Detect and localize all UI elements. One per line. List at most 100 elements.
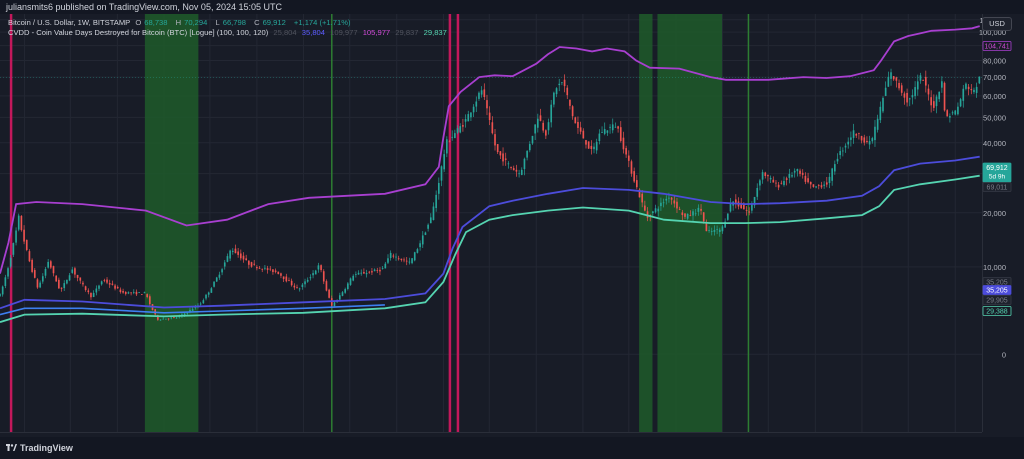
price-badge-box <box>982 306 1012 316</box>
indicator-value-3: 109,977 <box>330 28 358 37</box>
candle-body <box>855 133 858 136</box>
candle-body <box>483 89 486 98</box>
candle-body <box>387 258 389 263</box>
candle-body <box>753 197 756 206</box>
candle-body <box>630 161 633 174</box>
candle-body <box>724 221 726 228</box>
price-badge-label: 29,388 <box>986 309 1008 316</box>
indicator-value-5: 29,837 <box>395 28 419 37</box>
candle-body <box>654 208 657 213</box>
candle-body <box>33 270 36 278</box>
candle-body <box>317 265 320 270</box>
candle-body <box>625 148 627 155</box>
green-band-2 <box>639 14 653 432</box>
candle-body <box>919 75 922 81</box>
candle-body <box>277 271 280 275</box>
candle-body <box>333 302 336 307</box>
candle-body <box>601 132 603 133</box>
candle-body <box>836 158 839 162</box>
chart-frame: 010,00020,00030,00040,00050,00060,00070,… <box>0 14 1024 459</box>
candle-body <box>114 285 116 289</box>
candle-body <box>269 268 272 270</box>
candle-body <box>338 295 341 300</box>
candle-body <box>780 182 783 184</box>
candle-body <box>226 256 229 262</box>
candle-body <box>759 180 761 186</box>
candle-body <box>702 212 705 222</box>
candle-body <box>301 284 304 287</box>
candle-body <box>231 250 234 252</box>
candle-body <box>371 271 373 273</box>
candle-body <box>670 197 673 200</box>
candle-body <box>347 283 349 289</box>
candle-body <box>124 292 127 294</box>
candle-body <box>943 82 946 111</box>
y-tick-label: 40,000 <box>983 139 1006 148</box>
candle-body <box>954 110 957 115</box>
candle-body <box>84 286 87 291</box>
candle-body <box>381 268 384 270</box>
y-tick-label: 0 <box>1002 350 1006 359</box>
candle-body <box>186 312 189 314</box>
candle-body <box>892 76 895 80</box>
candle-body <box>239 253 242 259</box>
candle-body <box>627 155 630 161</box>
candle-body <box>887 76 890 87</box>
candle-body <box>108 283 111 285</box>
candle-body <box>272 269 274 273</box>
price-chart[interactable]: 010,00020,00030,00040,00050,00060,00070,… <box>0 14 1024 459</box>
candle-body <box>9 257 12 267</box>
candle-body <box>360 272 363 274</box>
currency-button[interactable]: USD <box>982 17 1012 31</box>
candle-body <box>119 289 122 293</box>
candle-body <box>341 292 344 296</box>
candle-body <box>804 175 807 182</box>
candle-body <box>689 215 692 217</box>
candle-body <box>665 198 668 201</box>
candle-body <box>619 127 622 141</box>
candle-body <box>413 252 416 261</box>
candle-body <box>116 286 119 289</box>
candle-body <box>189 309 191 312</box>
candle-body <box>785 178 788 180</box>
candle-body <box>965 83 967 89</box>
price-badge-label: 104,741 <box>984 44 1009 51</box>
candle-body <box>796 169 799 172</box>
candle-body <box>874 126 876 141</box>
candle-body <box>98 285 100 289</box>
open-label: O <box>135 18 142 27</box>
candle-body <box>777 184 780 188</box>
candle-body <box>397 258 400 260</box>
candle-body <box>486 100 488 109</box>
y-tick-label: 100,000 <box>979 28 1006 37</box>
candle-body <box>149 296 151 305</box>
candle-body <box>617 126 619 129</box>
candle-body <box>159 319 162 321</box>
candle-body <box>668 197 670 199</box>
symbol-legend: Bitcoin / U.S. Dollar, 1W, BITSTAMP O 68,… <box>8 18 354 28</box>
candle-body <box>657 208 660 212</box>
close-value: 69,912 <box>262 18 286 27</box>
candle-body <box>852 130 855 138</box>
candle-body <box>644 205 646 211</box>
candle-body <box>815 186 817 188</box>
candle-body <box>652 211 654 213</box>
y-tick-label: 20,000 <box>983 209 1006 218</box>
candle-body <box>250 262 253 267</box>
candle-body <box>79 277 82 281</box>
candle-body <box>807 178 809 183</box>
candle-body <box>729 202 732 212</box>
candle-body <box>547 122 550 131</box>
candle-body <box>1 286 4 295</box>
candle-body <box>978 76 981 84</box>
indicator-name: CVDD - Coin Value Days Destroyed for Bit… <box>8 28 269 37</box>
candle-body <box>638 189 641 198</box>
price-badge-label: 35,205 <box>986 280 1008 287</box>
candle-body <box>922 80 924 81</box>
candle-body <box>237 251 239 255</box>
candle-body <box>288 280 290 282</box>
candle-body <box>95 288 98 293</box>
candle-body <box>293 285 296 288</box>
candle-body <box>871 138 874 142</box>
candle-body <box>721 226 724 232</box>
